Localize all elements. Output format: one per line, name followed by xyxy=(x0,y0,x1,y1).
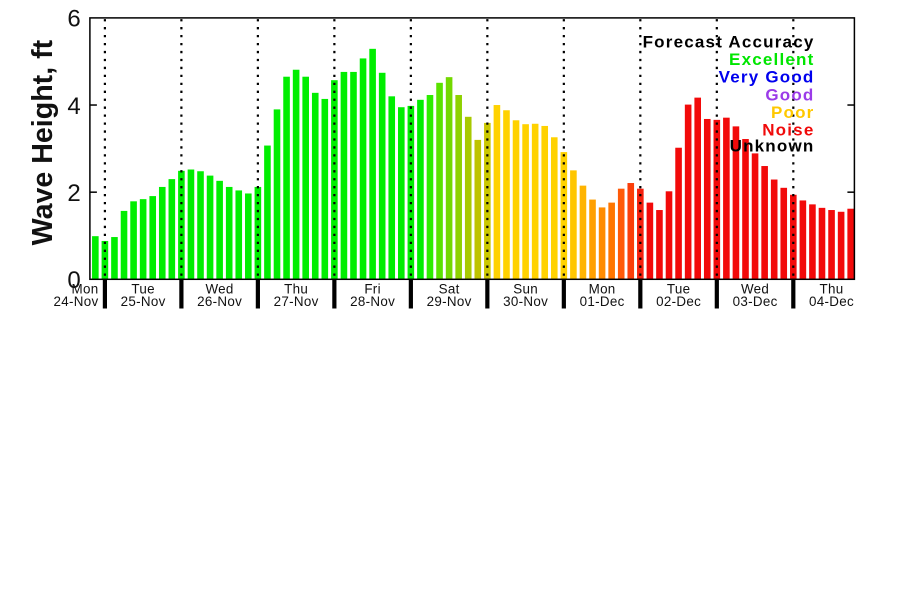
svg-text:01-Dec: 01-Dec xyxy=(580,294,625,309)
svg-text:Thu: Thu xyxy=(820,282,844,297)
svg-text:Mon: Mon xyxy=(589,282,616,297)
svg-text:Wave Height, ft: Wave Height, ft xyxy=(27,39,59,245)
svg-text:02-Dec: 02-Dec xyxy=(656,294,701,309)
svg-text:04-Dec: 04-Dec xyxy=(809,294,854,309)
svg-text:2: 2 xyxy=(67,180,80,207)
svg-text:03-Dec: 03-Dec xyxy=(733,294,778,309)
svg-text:Poor: Poor xyxy=(771,103,815,122)
svg-text:Sat: Sat xyxy=(439,282,460,297)
svg-text:Tue: Tue xyxy=(667,282,690,297)
svg-text:Fri: Fri xyxy=(364,282,381,297)
svg-text:Excellent: Excellent xyxy=(729,50,814,69)
svg-text:28-Nov: 28-Nov xyxy=(350,294,395,309)
svg-text:29-Nov: 29-Nov xyxy=(427,294,472,309)
svg-text:Noise: Noise xyxy=(762,121,814,140)
svg-text:Tue: Tue xyxy=(131,282,154,297)
svg-text:Wed: Wed xyxy=(741,282,769,297)
svg-text:0: 0 xyxy=(67,267,80,294)
svg-text:Forecast Accuracy: Forecast Accuracy xyxy=(643,33,815,52)
svg-text:26-Nov: 26-Nov xyxy=(197,294,242,309)
svg-text:Wed: Wed xyxy=(205,282,233,297)
svg-text:Good: Good xyxy=(765,85,814,104)
svg-text:27-Nov: 27-Nov xyxy=(274,294,319,309)
svg-text:Mon: Mon xyxy=(72,282,99,297)
svg-text:24-Nov: 24-Nov xyxy=(54,294,99,309)
svg-text:25-Nov: 25-Nov xyxy=(121,294,166,309)
svg-text:Thu: Thu xyxy=(284,282,308,297)
svg-text:Sun: Sun xyxy=(513,282,538,297)
svg-text:4: 4 xyxy=(67,93,80,120)
svg-text:Very Good: Very Good xyxy=(719,68,815,87)
svg-text:30-Nov: 30-Nov xyxy=(503,294,548,309)
svg-text:Unknown: Unknown xyxy=(730,137,815,156)
svg-text:6: 6 xyxy=(67,6,80,33)
